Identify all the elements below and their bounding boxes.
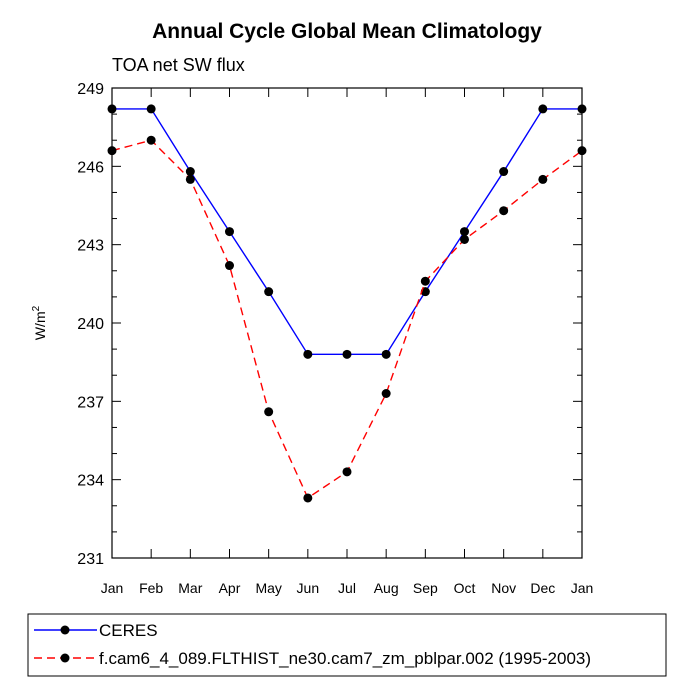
x-tick-label: Oct (454, 580, 476, 596)
series-2-point (381, 389, 391, 398)
y-tick-label: 243 (77, 238, 104, 255)
series-2-point (460, 234, 469, 244)
y-tick-label: 249 (77, 81, 104, 98)
y-tick-label: 240 (77, 316, 104, 333)
series-1-point (577, 104, 587, 114)
series-2-point (342, 467, 352, 477)
series-1-point (264, 287, 274, 297)
x-tick-label: Feb (139, 580, 163, 596)
x-tick-label: May (255, 580, 281, 596)
series-2-point (303, 493, 313, 503)
x-tick-label: Apr (219, 580, 241, 596)
y-tick-label: 231 (77, 551, 104, 568)
series-2-point (264, 407, 274, 417)
series-1-point (499, 167, 509, 177)
series-2-point (577, 146, 587, 156)
chart-subtitle: TOA net SW flux (112, 55, 245, 75)
x-tick-label: Sep (413, 580, 438, 596)
series-1-point (342, 349, 352, 359)
series-1-point (146, 104, 156, 114)
series-1-point (185, 167, 195, 177)
legend-label-1: CERES (99, 621, 158, 640)
legend-label-2: f.cam6_4_089.FLTHIST_ne30.cam7_zm_pblpar… (99, 649, 591, 668)
series-1-point (303, 349, 313, 359)
x-tick-label: Aug (374, 580, 399, 596)
x-tick-label: Nov (491, 580, 516, 596)
x-tick-label: Jul (338, 580, 356, 596)
series-1-point (107, 104, 117, 114)
series-2-point (107, 146, 117, 156)
series-line-1 (112, 108, 582, 356)
series-1-point (538, 104, 548, 114)
series-1-point (460, 227, 469, 237)
x-tick-label: Jan (571, 580, 594, 596)
series-2-point (146, 135, 156, 145)
legend-marker-2 (60, 653, 70, 663)
chart-title: Annual Cycle Global Mean Climatology (152, 20, 542, 43)
legend: CERES f.cam6_4_089.FLTHIST_ne30.cam7_zm_p… (34, 621, 591, 668)
y-tick-label: 237 (77, 394, 104, 411)
y-axis-label: W/m2 (31, 305, 48, 340)
series-1-point (225, 227, 234, 237)
series-2-point (225, 261, 234, 271)
series-line-2 (111, 139, 583, 499)
series-2-point (499, 206, 509, 216)
legend-box (27, 613, 667, 677)
x-ticks: Jan Feb Mar Apr May Jun Jul Aug Sep Oct Nov Dec Jan (101, 88, 594, 596)
y-tick-label: 246 (77, 159, 104, 176)
legend-marker-1 (60, 625, 70, 635)
x-tick-label: Mar (178, 580, 202, 596)
x-tick-label: Dec (530, 580, 555, 596)
x-tick-label: Jun (297, 580, 320, 596)
x-tick-label: Jan (101, 580, 124, 596)
series-2-point (185, 174, 195, 184)
series-2-point (538, 174, 548, 184)
series-1-point (381, 349, 391, 359)
series-2-point (420, 276, 430, 286)
series-layer (107, 104, 587, 503)
y-ticks: 231 234 237 240 243 246 249 (77, 81, 582, 568)
y-tick-label: 234 (77, 473, 104, 490)
y-axis-label-superscript: 2 (31, 305, 42, 311)
